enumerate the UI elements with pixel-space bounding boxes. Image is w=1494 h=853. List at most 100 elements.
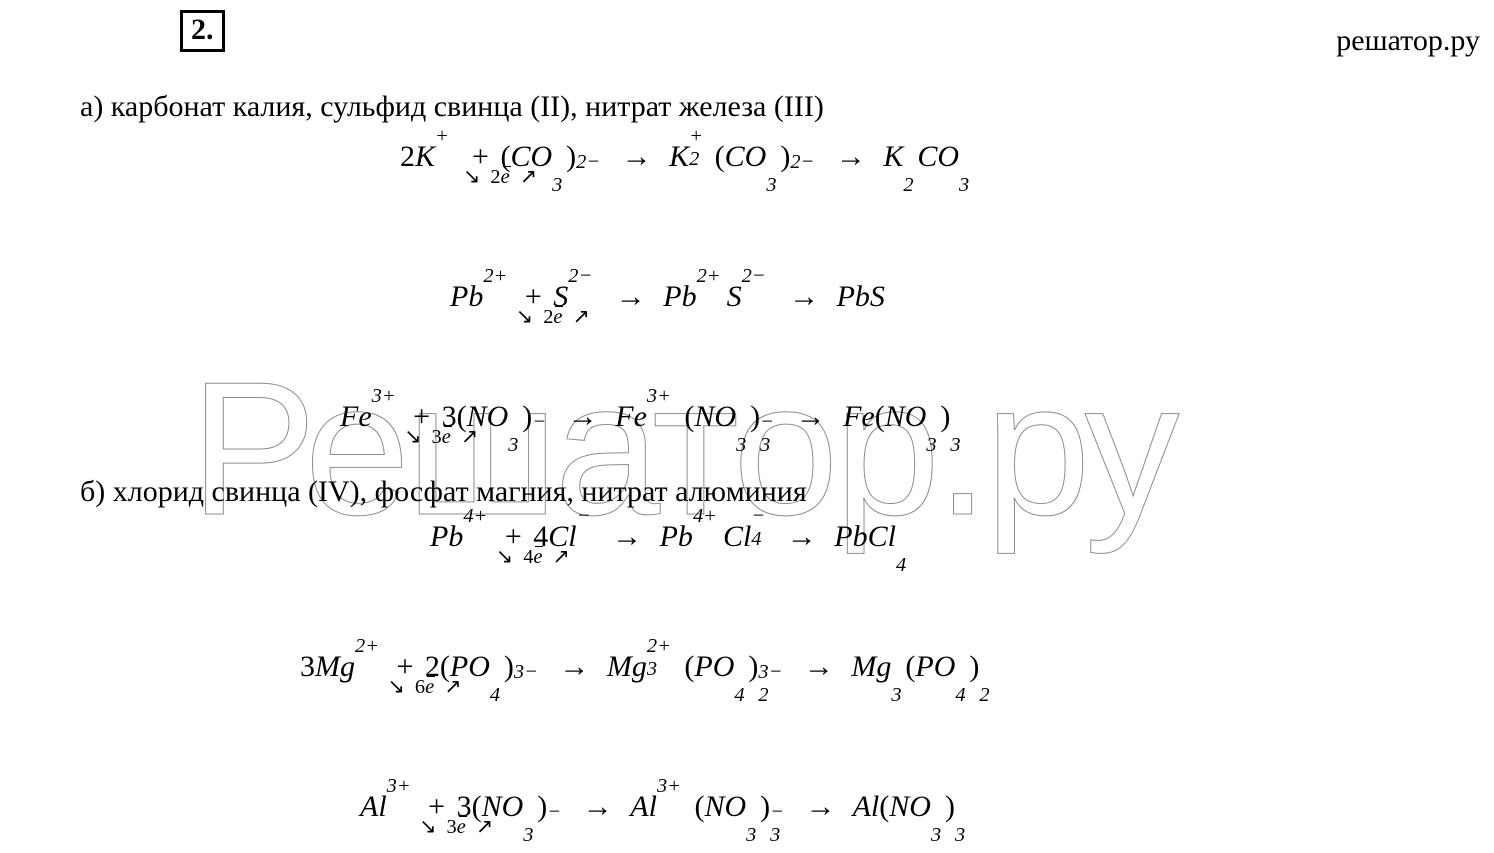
plus-group: + ↘ 6e ↗ xyxy=(393,650,418,684)
text: ) xyxy=(504,650,514,683)
eq-b1: Pb4+ + ↘ 4e ↗ 4Cl− → Pb4+Cl4− → PbCl4 xyxy=(430,520,896,554)
problem-number-box: 2. xyxy=(180,10,225,52)
text: 6 xyxy=(415,676,425,698)
text: ( xyxy=(684,400,694,433)
text: S xyxy=(727,280,742,313)
eq-a3: Fe3+ + ↘ 3e ↗ 3(NO3)− → Fe3+ (NO3)3− → F… xyxy=(340,400,950,434)
text: 2+ xyxy=(483,266,507,286)
text: 3 xyxy=(647,659,657,679)
text: 4+ xyxy=(693,506,717,526)
text: ( xyxy=(694,790,704,823)
text: 4 xyxy=(523,546,533,568)
text: 2 xyxy=(903,175,913,195)
text: 3− xyxy=(758,662,782,682)
text: 3 xyxy=(955,825,965,845)
plus-group: + ↘ 3e ↗ xyxy=(409,400,434,434)
text: 3 xyxy=(770,825,780,845)
text: 3+ xyxy=(387,776,411,796)
arrow-icon: → xyxy=(796,790,846,823)
text: S2− xyxy=(727,280,742,314)
text: K+ xyxy=(415,140,435,174)
text: K xyxy=(415,140,435,173)
text: PbS xyxy=(837,280,885,313)
text: Al3+ xyxy=(360,790,387,824)
text: 3 xyxy=(300,650,315,683)
text: PO xyxy=(694,650,734,683)
arrow-icon: → xyxy=(602,520,652,553)
section-b-label: б) хлорид свинца (IV), фосфат магния, ни… xyxy=(80,475,807,509)
text: ( xyxy=(875,400,885,433)
text: Pb4+ xyxy=(430,520,463,554)
text: ) xyxy=(522,400,532,433)
text: e xyxy=(533,547,542,567)
arrow-down-icon: ↘ xyxy=(516,307,533,327)
text: Al xyxy=(360,790,387,823)
text: 2 xyxy=(689,149,699,169)
text: ( xyxy=(715,140,725,173)
text: ( xyxy=(905,650,915,683)
eq-a2: Pb2+ + ↘ 2e ↗ S2− → Pb2+S2− → PbS xyxy=(450,280,885,314)
arrow-down-icon: ↘ xyxy=(404,427,421,447)
text: 2 xyxy=(490,166,500,188)
eq-b2: 3Mg2+ + ↘ 6e ↗ 2(PO4)3− → Mg32+ (PO4)23−… xyxy=(300,650,979,684)
text: Mg xyxy=(851,650,891,683)
text: 2 xyxy=(979,685,989,705)
text: − xyxy=(532,412,546,432)
brand-text: решатор.ру xyxy=(1336,24,1480,58)
text: 4 xyxy=(490,685,500,705)
text: 3 xyxy=(508,435,518,455)
text: − xyxy=(547,802,561,822)
text: 2 xyxy=(758,685,768,705)
text: + xyxy=(689,126,703,146)
text: 3 xyxy=(950,435,960,455)
arrow-up-icon: ↗ xyxy=(573,307,590,327)
text: Mg2+ xyxy=(315,650,355,684)
text: PbCl xyxy=(834,520,896,553)
arrow-up-icon: ↗ xyxy=(461,427,478,447)
text: Mg xyxy=(315,650,355,683)
text: 2− xyxy=(790,152,814,172)
text: ) xyxy=(945,790,955,823)
text: ) xyxy=(748,650,758,683)
text: Fe xyxy=(340,400,372,433)
text: e xyxy=(425,677,434,697)
arrow-up-icon: ↗ xyxy=(444,677,461,697)
text: 2− xyxy=(568,266,592,286)
text: 3 xyxy=(447,816,457,838)
arrow-icon: → xyxy=(794,650,844,683)
text: 2− xyxy=(576,152,600,172)
text: − xyxy=(760,412,774,432)
plus-group: + ↘ 2e ↗ xyxy=(468,140,493,174)
text: Pb4+ xyxy=(660,520,693,554)
arrow-down-icon: ↘ xyxy=(496,547,513,567)
arrow-icon: → xyxy=(558,400,608,433)
arrow-down-icon: ↘ xyxy=(463,167,480,187)
arrow-icon: → xyxy=(612,140,662,173)
arrow-up-icon: ↗ xyxy=(520,167,537,187)
arrow-icon: → xyxy=(779,280,829,313)
text: 2− xyxy=(742,266,766,286)
text: Pb xyxy=(450,280,483,313)
text: NO xyxy=(704,790,746,823)
text: ) xyxy=(750,400,760,433)
text: ) xyxy=(940,400,950,433)
arrow-up-icon: ↗ xyxy=(476,817,493,837)
text: 3 xyxy=(766,175,776,195)
text: Pb xyxy=(660,520,693,553)
text: Al xyxy=(853,790,880,823)
text: 4 xyxy=(896,555,906,575)
text: 2 xyxy=(400,140,415,173)
text: Mg32+ xyxy=(607,650,647,684)
text: Al3+ xyxy=(630,790,657,824)
text: Fe xyxy=(615,400,647,433)
text: Fe3+ xyxy=(340,400,372,434)
text: Cl xyxy=(723,520,751,553)
text: ) xyxy=(969,650,979,683)
text: 3 xyxy=(432,426,442,448)
text: Mg xyxy=(607,650,647,683)
arrow-icon: → xyxy=(786,400,836,433)
text: 3 xyxy=(760,435,770,455)
text: 3 xyxy=(959,175,969,195)
text: 3 xyxy=(891,685,901,705)
arrow-icon: → xyxy=(606,280,656,313)
